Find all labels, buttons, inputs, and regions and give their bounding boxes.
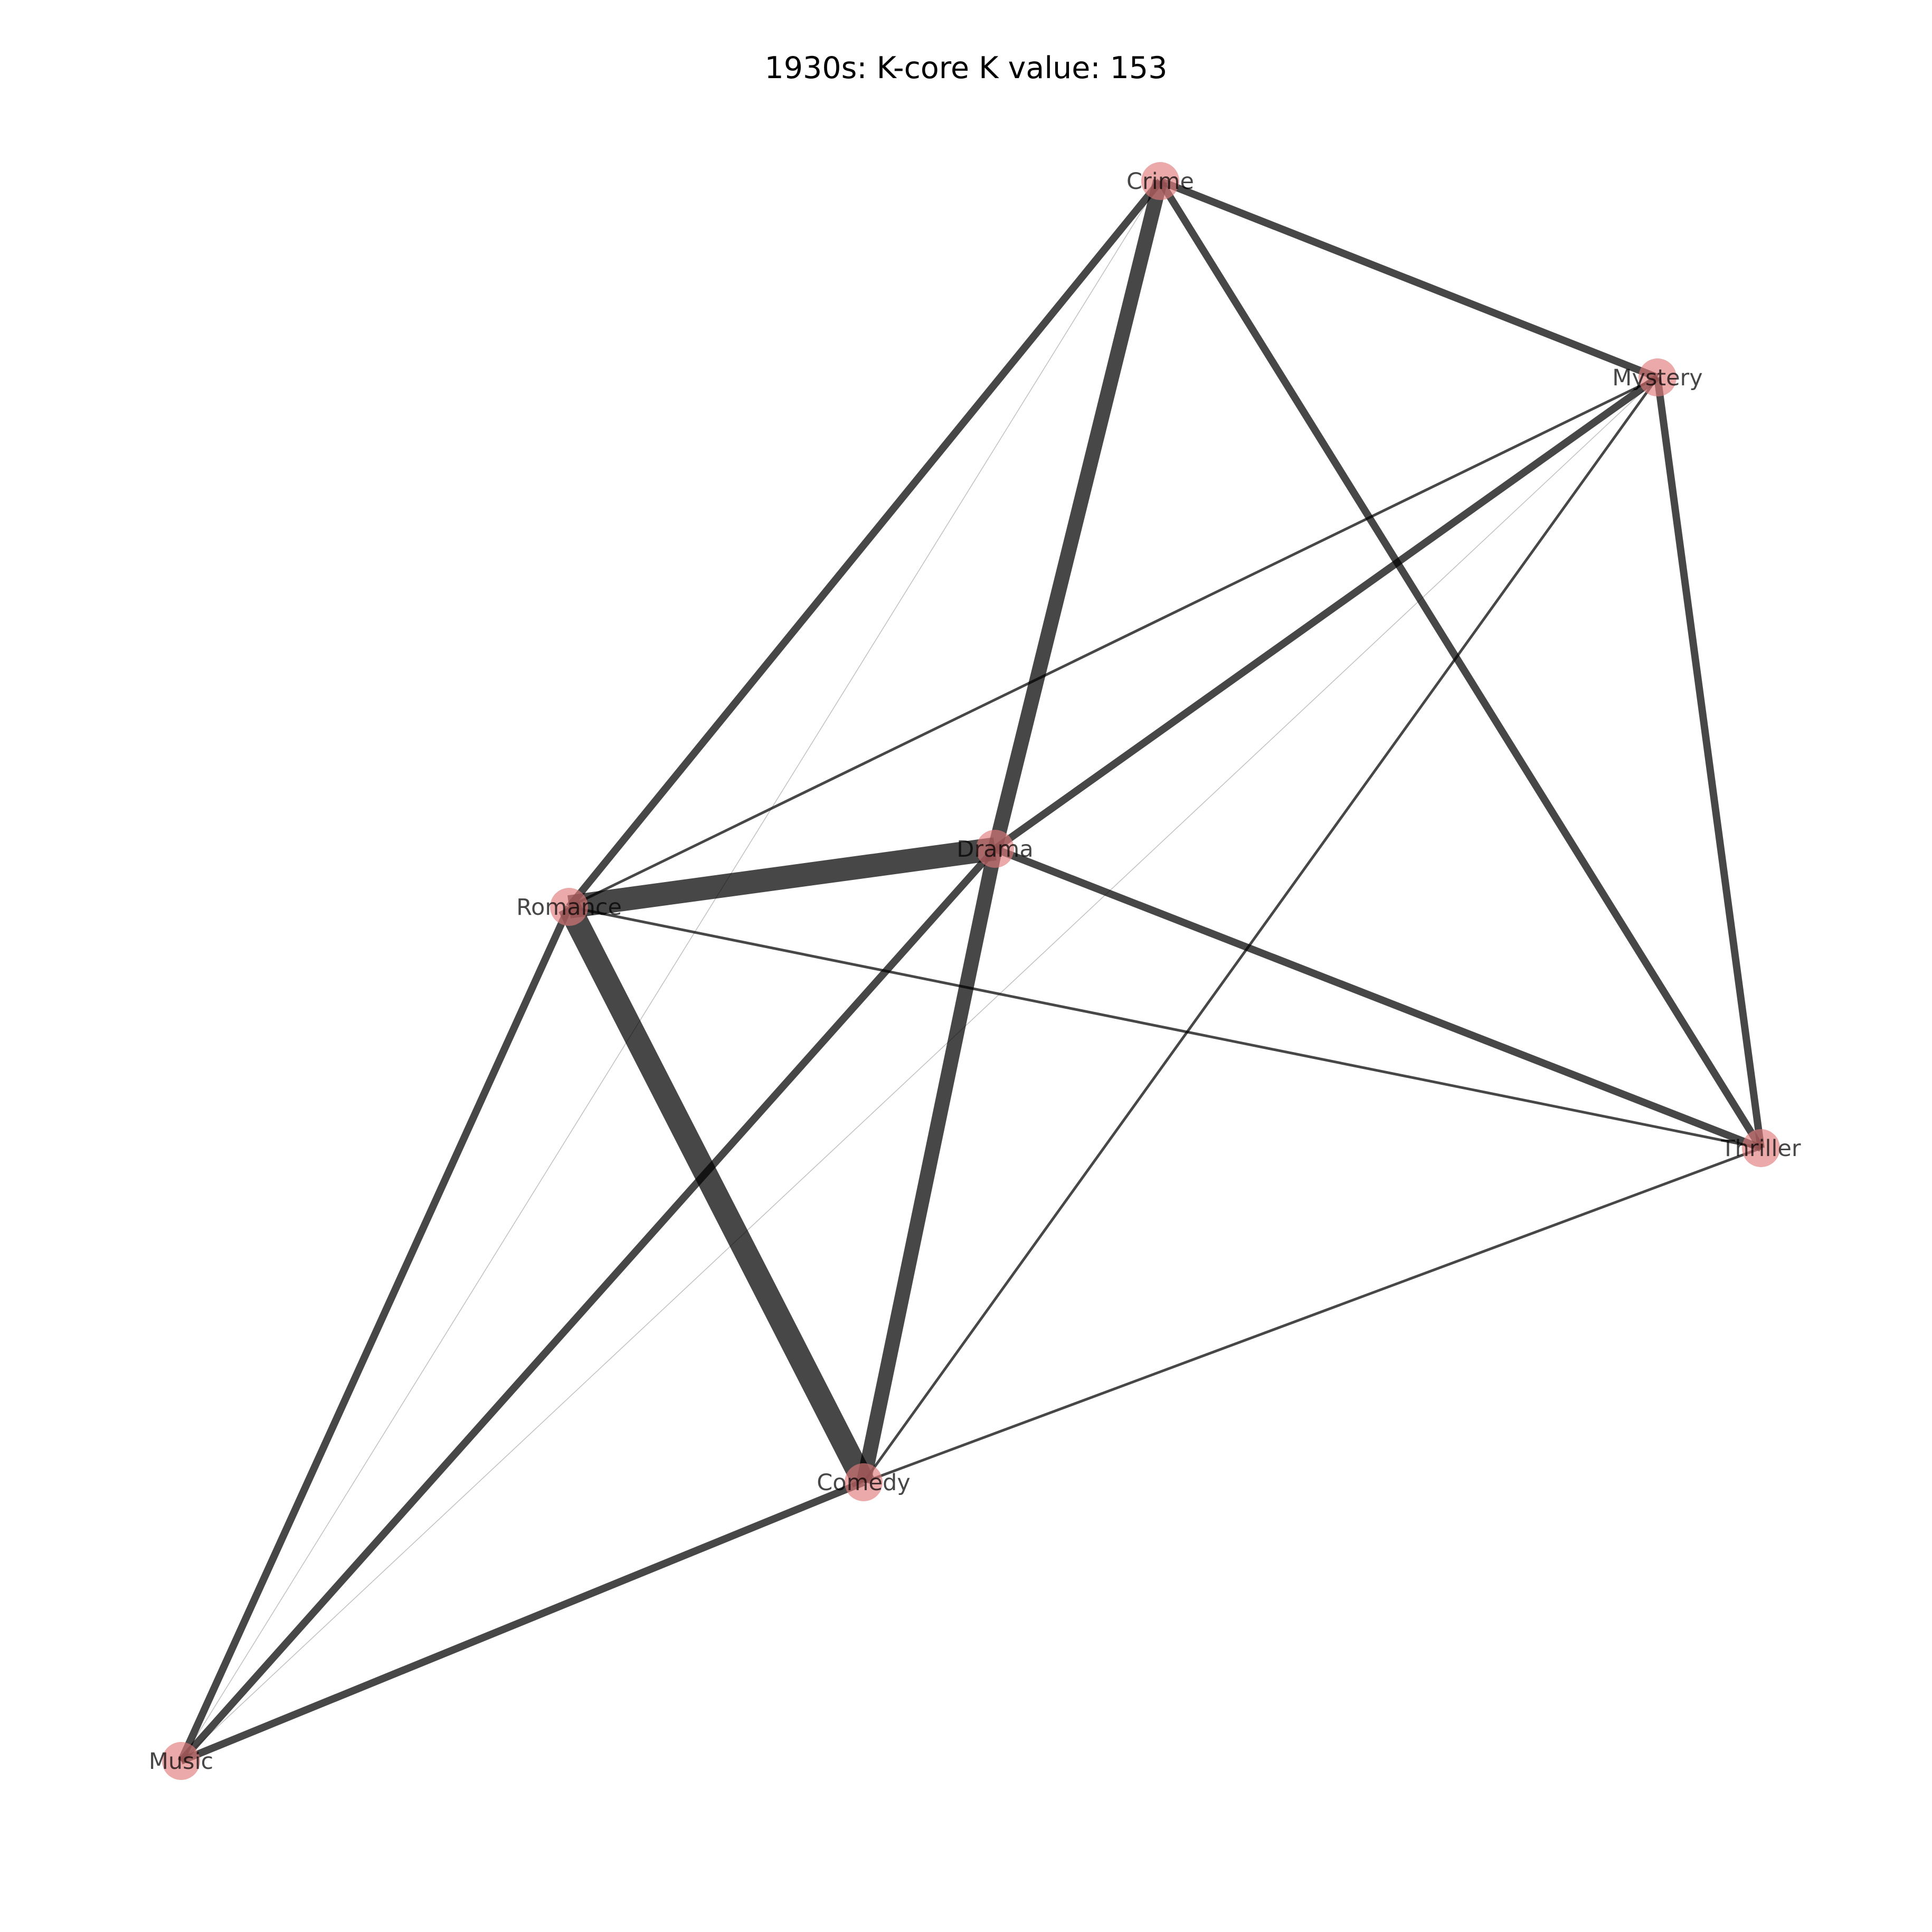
edge-crime-thriller: [1157, 179, 1764, 1150]
node-thriller: [1742, 1129, 1780, 1167]
edge-drama-comedy: [856, 847, 1002, 1484]
edge-drama-music: [178, 846, 998, 1764]
edge-mystery-thriller: [1654, 377, 1765, 1149]
edges-layer: [177, 177, 1765, 1765]
labels-layer: Crime Mystery Drama Romance Thriller Comedy Mu…: [149, 168, 1801, 1775]
edge-crime-romance: [566, 178, 1163, 910]
node-label-mystery: Mystery: [1612, 365, 1702, 391]
edge-crime-mystery: [1159, 177, 1659, 381]
node-crime: [1141, 162, 1179, 200]
edge-crime-music: [181, 181, 1161, 1761]
edge-romance-comedy: [558, 901, 874, 1488]
node-label-thriller: Thriller: [1720, 1135, 1801, 1162]
edge-mystery-comedy: [862, 376, 1659, 1483]
edge-drama-crime: [988, 179, 1168, 851]
node-mystery: [1639, 358, 1677, 396]
graph-title: 1930s: K-core K value: 153: [765, 51, 1168, 86]
edge-drama-thriller: [993, 845, 1763, 1152]
edge-romance-thriller: [569, 905, 1761, 1150]
edge-romance-music: [177, 905, 573, 1763]
node-label-drama: Drama: [956, 836, 1033, 863]
edge-mystery-drama: [992, 374, 1660, 852]
node-romance: [550, 888, 588, 926]
edge-comedy-music: [179, 1479, 865, 1765]
edge-romance-drama: [567, 837, 997, 918]
edge-comedy-thriller: [863, 1147, 1761, 1484]
node-drama: [976, 830, 1014, 868]
nodes-layer: [162, 162, 1780, 1780]
node-music: [162, 1742, 200, 1780]
edge-mystery-music: [181, 377, 1658, 1761]
node-label-comedy: Comedy: [817, 1470, 910, 1496]
edge-mystery-romance: [568, 376, 1659, 908]
node-label-romance: Romance: [516, 894, 622, 921]
node-label-crime: Crime: [1126, 168, 1194, 195]
node-label-music: Music: [149, 1748, 213, 1775]
node-comedy: [845, 1463, 883, 1501]
